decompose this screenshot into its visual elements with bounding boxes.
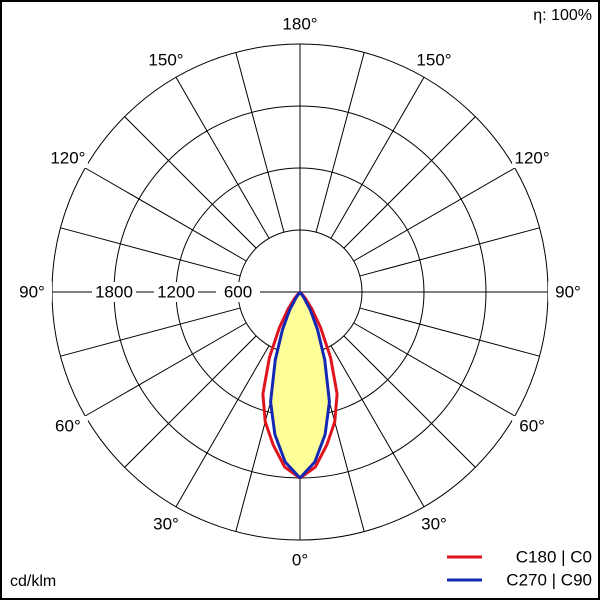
spoke: [359, 227, 540, 277]
curves: [261, 290, 339, 480]
r-tick-bg: [154, 282, 198, 302]
r-tick-bg: [216, 282, 260, 302]
angle-label: 150°: [148, 50, 183, 69]
r-tick-label: 1800: [95, 282, 133, 301]
labels: 600 1200 1800 0° 30° 30° 60° 60° 90° 90° 120° 120° 1…: [12, 14, 592, 589]
spoke: [359, 307, 540, 357]
spoke: [124, 116, 257, 249]
curve-fill: [270, 292, 300, 478]
spoke: [315, 52, 365, 233]
angle-label: 90°: [19, 282, 45, 301]
curve-fill: [300, 292, 330, 478]
angle-label: 60°: [519, 416, 545, 435]
efficiency: η: 100%: [533, 7, 592, 24]
r-tick-label: 600: [224, 282, 252, 301]
spoke: [343, 335, 476, 468]
unit-label: cd/klm: [10, 573, 56, 590]
spoke: [235, 52, 285, 233]
angle-label: 60°: [55, 416, 81, 435]
angle-label: 30°: [153, 515, 179, 534]
spoke: [60, 307, 241, 357]
spoke: [330, 76, 425, 239]
angle-label-bg: [414, 514, 454, 535]
angle-label: 150°: [416, 50, 451, 69]
angle-label-bg: [414, 49, 454, 70]
angle-label-bg: [512, 148, 553, 168]
angle-label-bg: [512, 416, 553, 436]
angle-label: 0°: [292, 550, 308, 569]
spoke: [343, 116, 476, 249]
angle-label: 90°: [555, 282, 581, 301]
spoke: [84, 167, 247, 262]
grid: [51, 43, 549, 541]
angle-label-bg: [146, 514, 186, 535]
curve: [298, 291, 331, 480]
spoke: [60, 227, 241, 277]
angle-label: 30°: [421, 515, 447, 534]
angle-label: 120°: [515, 148, 550, 167]
angle-label: 120°: [50, 148, 85, 167]
spoke: [330, 345, 425, 508]
spoke: [353, 167, 516, 262]
legend-label: C270 | C90: [506, 570, 592, 589]
spoke: [353, 322, 516, 417]
angle-label-bg: [548, 282, 588, 302]
spoke: [124, 335, 257, 468]
spoke: [175, 76, 270, 239]
angle-label-bg: [47, 416, 88, 436]
angle-label-bg: [146, 49, 186, 70]
r-tick-bg: [92, 282, 136, 302]
angle-label-bg: [12, 282, 52, 302]
spoke: [84, 322, 247, 417]
curve: [269, 291, 302, 480]
r-tick-label: 1200: [157, 282, 195, 301]
spoke: [175, 345, 270, 508]
angle-label-bg: [47, 148, 88, 168]
angle-label: 180°: [282, 14, 317, 33]
legend-label: C180 | C0: [516, 547, 592, 566]
